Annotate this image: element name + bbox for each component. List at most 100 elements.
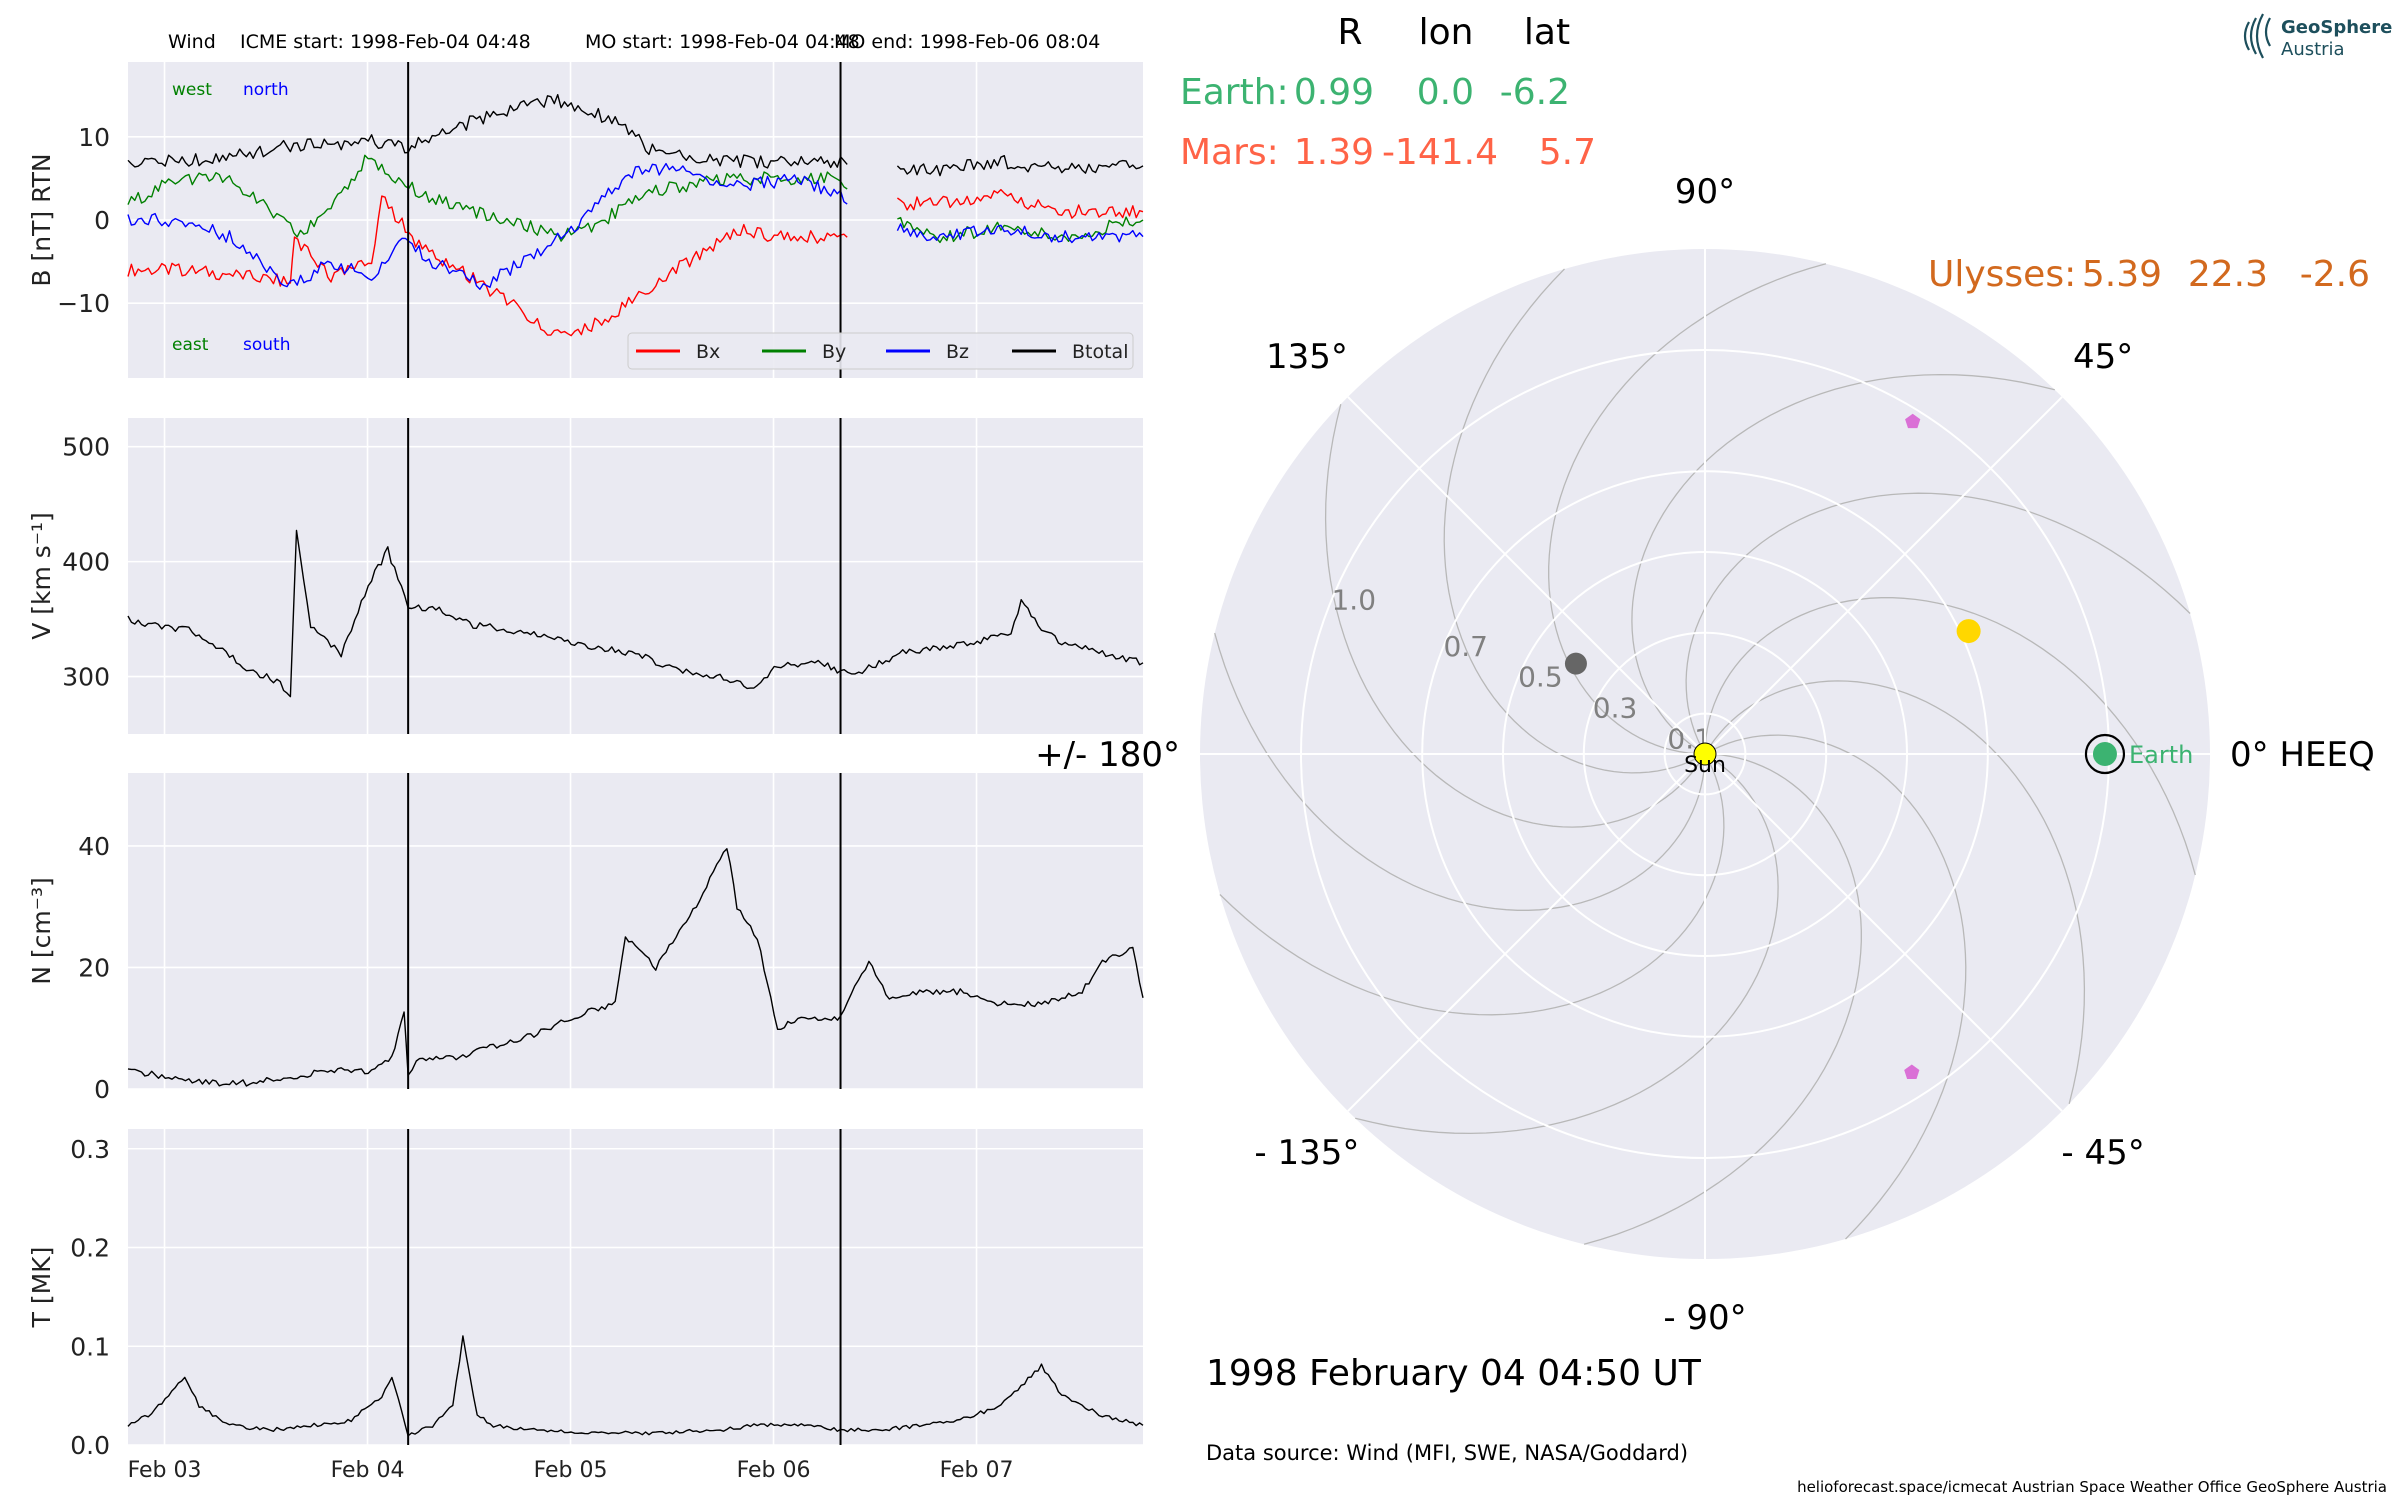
y-axis-label: V [km s⁻¹]	[27, 512, 56, 640]
table-cell: 5.39	[2082, 254, 2162, 295]
angle-label: 45°	[2073, 337, 2133, 377]
planet-marker	[1564, 652, 1587, 675]
header-mo-end: MO end: 1998-Feb-06 08:04	[834, 31, 1100, 53]
header: Wind ICME start: 1998-Feb-04 04:48 MO st…	[168, 31, 1100, 53]
angle-label: +/- 180°	[1035, 735, 1180, 775]
table-cell: 5.7	[1539, 132, 1596, 173]
angle-label: 0° HEEQ	[2230, 735, 2375, 775]
legend-item-bx: Bx	[636, 341, 720, 363]
planet-label: Earth	[2129, 741, 2193, 769]
planet-label: Sun	[1684, 753, 1726, 778]
legend-label: By	[822, 341, 846, 363]
table-cell: -6.2	[1500, 72, 1570, 113]
x-tick-label: Feb 05	[534, 1458, 608, 1483]
series-line-temperature	[127, 1335, 1144, 1437]
planet-ring	[2084, 733, 2126, 775]
parker-spiral-line	[1355, 753, 1779, 1135]
r-tick-label: 0.5	[1518, 661, 1563, 694]
y-axis-label: N [cm⁻³]	[27, 877, 56, 984]
table-row-ulysses: Ulysses: 5.39 22.3 -2.6	[1928, 254, 2370, 295]
legend: Bx By Bz Btotal	[627, 332, 1134, 370]
parker-spiral-line	[1443, 268, 1706, 774]
series-line-bx	[127, 188, 1144, 337]
x-tick-label: Feb 04	[331, 1458, 405, 1483]
legend-item-bz: Bz	[886, 341, 969, 363]
geosphere-logo-icon	[2243, 13, 2271, 59]
table-row-label: Mars:	[1180, 132, 1279, 173]
series-line-speed	[127, 529, 1144, 698]
planet-pentagon-top	[1905, 413, 1921, 429]
corner-label-south: south	[243, 335, 290, 355]
y-tick-label: 0	[94, 1075, 110, 1104]
geosphere-logo: GeoSphere Austria	[2243, 13, 2392, 60]
pentagon-marker	[1904, 1064, 1920, 1079]
pentagon-marker	[1905, 413, 1921, 429]
angle-label: 90°	[1675, 172, 1735, 212]
footer-source: Data source: Wind (MFI, SWE, NASA/Goddar…	[1206, 1441, 1688, 1465]
planet-inner-planet-gray	[1564, 652, 1587, 675]
y-tick-label: 0.0	[70, 1431, 110, 1460]
y-tick-label: −10	[57, 289, 110, 318]
parker-spiral-line	[1631, 373, 2055, 755]
planet-pentagon-bottom	[1904, 1064, 1920, 1079]
header-spacecraft: Wind	[168, 31, 216, 53]
y-tick-label: 40	[78, 832, 110, 861]
panel-magnetic-field: 10 0 −10B [nT] RTN west north east south Bx By Bz…	[27, 62, 1144, 378]
polar-grid-radial	[1704, 753, 2063, 1112]
parker-spiral-line	[1704, 680, 2086, 1104]
parker-spiral-line	[1704, 597, 2196, 876]
series-line-btotal	[127, 94, 1144, 177]
r-tick-label: 1.0	[1331, 583, 1376, 616]
table-cell: 0.99	[1294, 72, 1374, 113]
position-table: R lon lat Earth: 0.99 0.0 -6.2 Mars: 1.3…	[1180, 12, 2370, 295]
legend-label: Btotal	[1072, 341, 1128, 363]
table-row-mars: Mars: 1.39 -141.4 5.7	[1180, 132, 1596, 173]
table-header-lon: lon	[1419, 12, 1474, 53]
table-row-label: Ulysses:	[1928, 254, 2076, 295]
planet-earth: Earth	[2084, 733, 2193, 775]
planet-marker	[1956, 619, 1981, 644]
header-icme-start: ICME start: 1998-Feb-04 04:48	[240, 31, 531, 53]
angle-label: - 45°	[2061, 1133, 2144, 1173]
parker-spiral-line	[1219, 753, 1725, 1016]
panel-density: 40 20 0 N [cm⁻³]	[27, 773, 1144, 1104]
table-cell: 22.3	[2188, 254, 2268, 295]
y-tick-label: 20	[78, 953, 110, 982]
polar-grid-radial	[1347, 753, 1706, 1112]
x-tick-label: Feb 06	[737, 1458, 811, 1483]
legend-label: Bz	[946, 341, 969, 363]
series-line-bz	[127, 162, 1144, 290]
y-axis-label: T [MK]	[27, 1247, 56, 1329]
parker-spiral-line	[1548, 263, 1827, 755]
footer-credits: helioforecast.space/icmecat Austrian Spa…	[1797, 1478, 2387, 1496]
y-tick-label: 300	[62, 663, 110, 692]
panel-background	[128, 773, 1143, 1089]
legend-frame	[627, 332, 1134, 370]
y-tick-label: 0.3	[70, 1135, 110, 1164]
parker-spiral-line	[1685, 492, 2191, 755]
series-line-density	[127, 848, 1144, 1087]
y-tick-label: 0.1	[70, 1332, 110, 1361]
table-header-r: R	[1337, 12, 1362, 53]
table-header-lat: lat	[1524, 12, 1570, 53]
corner-label-west: west	[172, 80, 212, 100]
parker-spiral-line	[1214, 632, 1706, 911]
planet-inner-planet-gold	[1956, 619, 1981, 644]
angle-label: - 90°	[1663, 1298, 1746, 1338]
corner-label-east: east	[172, 335, 209, 355]
planet-marker	[1693, 742, 1717, 766]
polar-grid-radial	[1704, 396, 2063, 755]
table-cell: -141.4	[1382, 132, 1498, 173]
angle-label: 135°	[1266, 337, 1348, 377]
legend-label: Bx	[696, 341, 720, 363]
angle-label: - 135°	[1254, 1133, 1359, 1173]
logo-line1: GeoSphere	[2281, 17, 2392, 38]
panel-temperature: 0.3 0.2 0.1 0.0 T [MK] Feb 03 Feb 04 Feb 05 Feb …	[27, 1129, 1144, 1483]
polar-grid-radial	[1347, 396, 1706, 755]
footer-datetime: 1998 February 04 04:50 UT	[1206, 1353, 1702, 1394]
panel-background	[128, 418, 1143, 734]
corner-label-north: north	[243, 80, 289, 100]
y-tick-label: 10	[78, 123, 110, 152]
